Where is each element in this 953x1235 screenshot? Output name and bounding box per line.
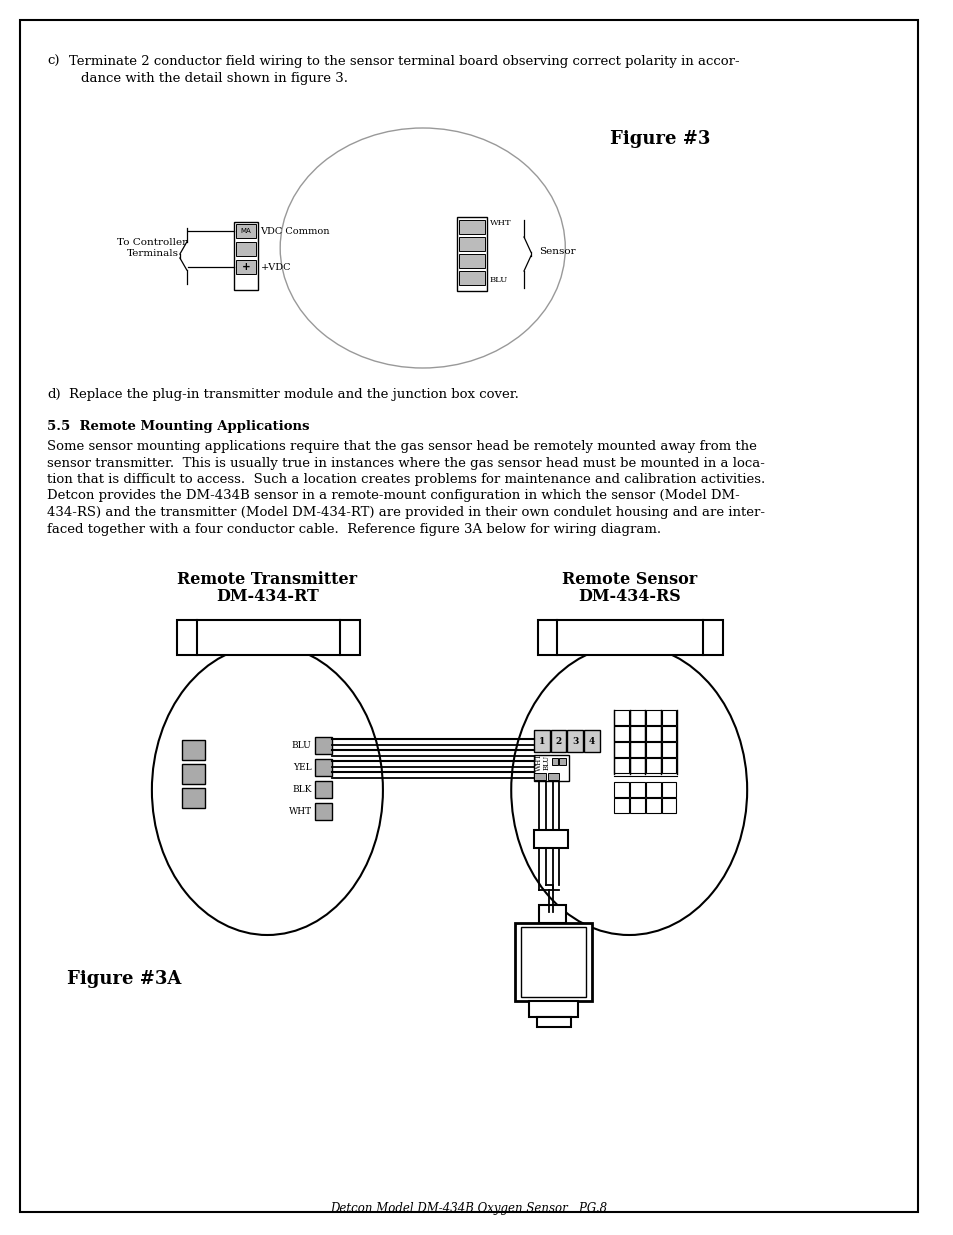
FancyBboxPatch shape bbox=[182, 788, 205, 808]
Text: BLK: BLK bbox=[292, 785, 312, 794]
FancyBboxPatch shape bbox=[182, 764, 205, 784]
Text: YEL: YEL bbox=[293, 763, 312, 772]
Text: faced together with a four conductor cable.  Reference figure 3A below for wirin: faced together with a four conductor cab… bbox=[47, 522, 660, 536]
FancyBboxPatch shape bbox=[235, 261, 255, 274]
Text: Figure #3: Figure #3 bbox=[609, 130, 709, 148]
FancyBboxPatch shape bbox=[551, 758, 558, 764]
Text: Remote Sensor: Remote Sensor bbox=[561, 571, 696, 588]
Text: To Controller
Terminals: To Controller Terminals bbox=[117, 238, 187, 258]
Text: Some sensor mounting applications require that the gas sensor head be remotely m: Some sensor mounting applications requir… bbox=[47, 440, 757, 453]
FancyBboxPatch shape bbox=[645, 798, 660, 813]
FancyBboxPatch shape bbox=[176, 620, 359, 655]
FancyBboxPatch shape bbox=[534, 773, 545, 781]
Text: WHT: WHT bbox=[489, 219, 511, 227]
FancyBboxPatch shape bbox=[661, 710, 676, 725]
Text: 2: 2 bbox=[555, 736, 561, 746]
FancyBboxPatch shape bbox=[534, 830, 568, 848]
FancyBboxPatch shape bbox=[550, 730, 566, 752]
Text: c): c) bbox=[47, 56, 60, 68]
Text: +: + bbox=[241, 262, 250, 272]
FancyBboxPatch shape bbox=[534, 755, 569, 781]
FancyBboxPatch shape bbox=[630, 782, 644, 797]
FancyBboxPatch shape bbox=[661, 798, 676, 813]
FancyBboxPatch shape bbox=[458, 220, 484, 233]
FancyBboxPatch shape bbox=[458, 237, 484, 251]
FancyBboxPatch shape bbox=[314, 760, 332, 776]
Text: sensor transmitter.  This is usually true in instances where the gas sensor head: sensor transmitter. This is usually true… bbox=[47, 457, 764, 469]
Text: 5.5  Remote Mounting Applications: 5.5 Remote Mounting Applications bbox=[47, 420, 310, 433]
Text: BLU: BLU bbox=[292, 741, 312, 750]
FancyBboxPatch shape bbox=[661, 758, 676, 773]
FancyBboxPatch shape bbox=[661, 726, 676, 741]
Text: 4: 4 bbox=[588, 736, 595, 746]
Text: dance with the detail shown in figure 3.: dance with the detail shown in figure 3. bbox=[81, 72, 347, 85]
Text: MA: MA bbox=[240, 228, 251, 233]
Text: VDC Common: VDC Common bbox=[260, 226, 330, 236]
FancyBboxPatch shape bbox=[235, 224, 255, 238]
Text: d): d) bbox=[47, 388, 61, 401]
FancyBboxPatch shape bbox=[567, 730, 582, 752]
FancyBboxPatch shape bbox=[645, 742, 660, 757]
FancyBboxPatch shape bbox=[233, 222, 257, 290]
FancyBboxPatch shape bbox=[537, 620, 721, 655]
FancyBboxPatch shape bbox=[458, 270, 484, 285]
FancyBboxPatch shape bbox=[458, 254, 484, 268]
FancyBboxPatch shape bbox=[520, 927, 585, 997]
FancyBboxPatch shape bbox=[235, 242, 255, 256]
FancyBboxPatch shape bbox=[182, 740, 205, 760]
Text: Detcon Model DM-434B Oxygen Sensor   PG.8: Detcon Model DM-434B Oxygen Sensor PG.8 bbox=[330, 1202, 607, 1215]
FancyBboxPatch shape bbox=[614, 758, 629, 773]
FancyBboxPatch shape bbox=[538, 905, 566, 923]
FancyBboxPatch shape bbox=[630, 798, 644, 813]
FancyBboxPatch shape bbox=[547, 773, 558, 781]
FancyBboxPatch shape bbox=[314, 737, 332, 755]
FancyBboxPatch shape bbox=[314, 803, 332, 820]
FancyBboxPatch shape bbox=[537, 1016, 571, 1028]
FancyBboxPatch shape bbox=[614, 798, 629, 813]
Text: 434-RS) and the transmitter (Model DM-434-RT) are provided in their own condulet: 434-RS) and the transmitter (Model DM-43… bbox=[47, 506, 764, 519]
FancyBboxPatch shape bbox=[645, 782, 660, 797]
FancyBboxPatch shape bbox=[614, 742, 629, 757]
FancyBboxPatch shape bbox=[630, 710, 644, 725]
FancyBboxPatch shape bbox=[630, 726, 644, 741]
FancyBboxPatch shape bbox=[661, 742, 676, 757]
Text: BLU: BLU bbox=[489, 275, 507, 284]
FancyBboxPatch shape bbox=[645, 758, 660, 773]
Text: Terminate 2 conductor field wiring to the sensor terminal board observing correc: Terminate 2 conductor field wiring to th… bbox=[69, 56, 739, 68]
Text: 3: 3 bbox=[572, 736, 578, 746]
Text: Sensor: Sensor bbox=[538, 247, 575, 257]
FancyBboxPatch shape bbox=[645, 726, 660, 741]
Text: Replace the plug-in transmitter module and the junction box cover.: Replace the plug-in transmitter module a… bbox=[69, 388, 518, 401]
FancyBboxPatch shape bbox=[515, 923, 591, 1002]
FancyBboxPatch shape bbox=[456, 217, 486, 291]
Text: DM-434-RT: DM-434-RT bbox=[215, 588, 318, 605]
FancyBboxPatch shape bbox=[614, 726, 629, 741]
FancyBboxPatch shape bbox=[614, 710, 629, 725]
Text: Remote Transmitter: Remote Transmitter bbox=[177, 571, 357, 588]
Text: Figure #3A: Figure #3A bbox=[67, 969, 181, 988]
FancyBboxPatch shape bbox=[661, 782, 676, 797]
FancyBboxPatch shape bbox=[630, 758, 644, 773]
Text: 1: 1 bbox=[537, 736, 544, 746]
FancyBboxPatch shape bbox=[558, 758, 566, 764]
FancyBboxPatch shape bbox=[645, 710, 660, 725]
Text: BLU: BLU bbox=[542, 755, 550, 769]
FancyBboxPatch shape bbox=[20, 20, 918, 1212]
FancyBboxPatch shape bbox=[314, 781, 332, 798]
Text: WHT: WHT bbox=[288, 806, 312, 816]
FancyBboxPatch shape bbox=[528, 1002, 578, 1016]
Text: Detcon provides the DM-434B sensor in a remote-mount configuration in which the : Detcon provides the DM-434B sensor in a … bbox=[47, 489, 740, 503]
Text: DM-434-RS: DM-434-RS bbox=[578, 588, 679, 605]
FancyBboxPatch shape bbox=[583, 730, 599, 752]
FancyBboxPatch shape bbox=[534, 730, 549, 752]
Text: +VDC: +VDC bbox=[260, 263, 291, 272]
FancyBboxPatch shape bbox=[614, 782, 629, 797]
Text: tion that is difficult to access.  Such a location creates problems for maintena: tion that is difficult to access. Such a… bbox=[47, 473, 764, 487]
FancyBboxPatch shape bbox=[630, 742, 644, 757]
Text: WHT: WHT bbox=[535, 753, 542, 771]
